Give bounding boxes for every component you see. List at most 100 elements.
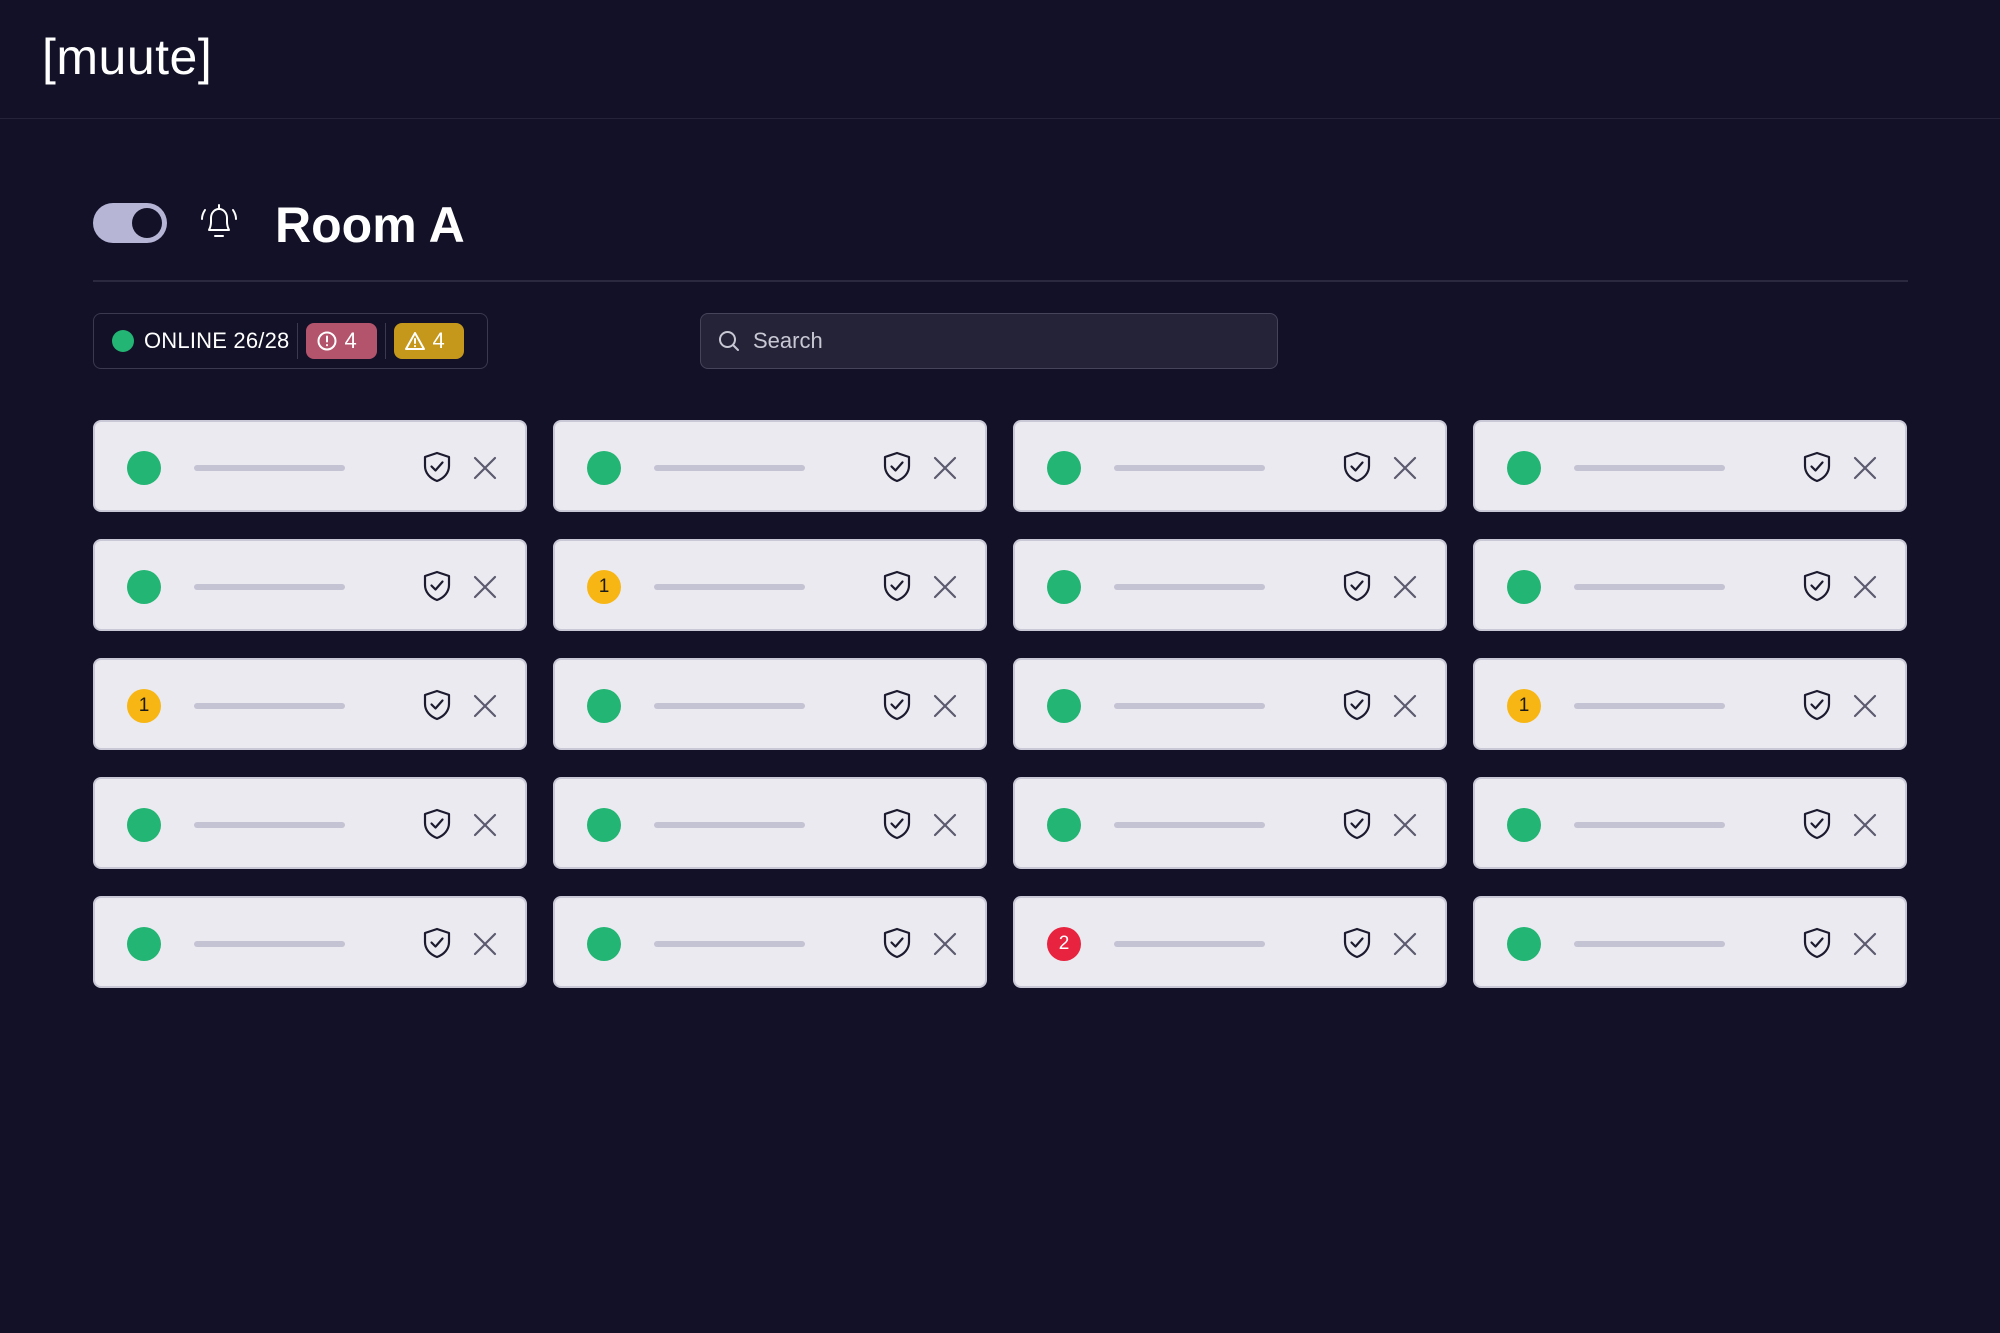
shield-check-icon[interactable] bbox=[1340, 688, 1374, 722]
error-badge[interactable]: 4 bbox=[306, 323, 378, 359]
device-card[interactable] bbox=[1473, 539, 1907, 631]
search-input[interactable] bbox=[751, 327, 1235, 355]
device-card[interactable] bbox=[93, 539, 527, 631]
device-name-placeholder bbox=[1114, 941, 1265, 947]
close-icon[interactable] bbox=[469, 928, 501, 960]
device-status-online bbox=[127, 927, 161, 961]
device-status-online bbox=[587, 451, 621, 485]
shield-check-icon[interactable] bbox=[1340, 926, 1374, 960]
shield-check-icon[interactable] bbox=[1340, 569, 1374, 603]
device-status-online bbox=[127, 451, 161, 485]
close-icon[interactable] bbox=[1849, 452, 1881, 484]
device-status-online bbox=[587, 689, 621, 723]
shield-check-icon[interactable] bbox=[420, 569, 454, 603]
shield-check-icon[interactable] bbox=[1800, 569, 1834, 603]
device-card[interactable] bbox=[1473, 420, 1907, 512]
close-icon[interactable] bbox=[1849, 690, 1881, 722]
device-card[interactable] bbox=[553, 658, 987, 750]
device-status-warning: 1 bbox=[1507, 689, 1541, 723]
shield-check-icon[interactable] bbox=[420, 807, 454, 841]
alert-circle-icon bbox=[317, 331, 337, 351]
device-card[interactable] bbox=[1013, 539, 1447, 631]
warning-count: 4 bbox=[432, 328, 445, 353]
device-status-online bbox=[127, 808, 161, 842]
close-icon[interactable] bbox=[1389, 809, 1421, 841]
close-icon[interactable] bbox=[1849, 809, 1881, 841]
shield-check-icon[interactable] bbox=[1800, 926, 1834, 960]
divider bbox=[297, 323, 299, 359]
shield-check-icon[interactable] bbox=[1800, 807, 1834, 841]
device-status-online bbox=[1507, 451, 1541, 485]
status-summary: ONLINE 26/28 4 4 bbox=[93, 313, 488, 369]
device-card[interactable] bbox=[553, 420, 987, 512]
device-status-error: 2 bbox=[1047, 927, 1081, 961]
device-status-online bbox=[587, 927, 621, 961]
app-logo[interactable]: [muute] bbox=[42, 29, 213, 85]
shield-check-icon[interactable] bbox=[1800, 688, 1834, 722]
close-icon[interactable] bbox=[929, 452, 961, 484]
shield-check-icon[interactable] bbox=[880, 450, 914, 484]
device-card[interactable] bbox=[1013, 777, 1447, 869]
device-card[interactable] bbox=[93, 777, 527, 869]
device-card[interactable]: 1 bbox=[1473, 658, 1907, 750]
close-icon[interactable] bbox=[1389, 690, 1421, 722]
close-icon[interactable] bbox=[929, 928, 961, 960]
shield-check-icon[interactable] bbox=[1340, 807, 1374, 841]
device-name-placeholder bbox=[1114, 822, 1265, 828]
close-icon[interactable] bbox=[929, 690, 961, 722]
close-icon[interactable] bbox=[469, 809, 501, 841]
close-icon[interactable] bbox=[469, 571, 501, 603]
device-card[interactable] bbox=[93, 896, 527, 988]
device-card[interactable] bbox=[93, 420, 527, 512]
shield-check-icon[interactable] bbox=[420, 926, 454, 960]
device-name-placeholder bbox=[194, 941, 345, 947]
close-icon[interactable] bbox=[1389, 928, 1421, 960]
shield-check-icon[interactable] bbox=[880, 688, 914, 722]
device-status-online bbox=[1507, 570, 1541, 604]
toggle-knob bbox=[132, 208, 162, 238]
device-card[interactable] bbox=[1013, 420, 1447, 512]
search-field[interactable] bbox=[700, 313, 1278, 369]
device-name-placeholder bbox=[194, 822, 345, 828]
error-count: 4 bbox=[344, 328, 357, 353]
device-name-placeholder bbox=[1574, 703, 1725, 709]
close-icon[interactable] bbox=[469, 690, 501, 722]
device-name-placeholder bbox=[1574, 465, 1725, 471]
room-title: Room A bbox=[275, 197, 465, 253]
shield-check-icon[interactable] bbox=[420, 450, 454, 484]
device-card[interactable]: 1 bbox=[553, 539, 987, 631]
shield-check-icon[interactable] bbox=[1340, 450, 1374, 484]
shield-check-icon[interactable] bbox=[880, 569, 914, 603]
shield-check-icon[interactable] bbox=[880, 807, 914, 841]
device-card[interactable] bbox=[553, 896, 987, 988]
close-icon[interactable] bbox=[1389, 452, 1421, 484]
close-icon[interactable] bbox=[1849, 928, 1881, 960]
device-name-placeholder bbox=[654, 584, 805, 590]
close-icon[interactable] bbox=[1389, 571, 1421, 603]
alarm-toggle[interactable] bbox=[93, 203, 167, 243]
device-name-placeholder bbox=[194, 703, 345, 709]
close-icon[interactable] bbox=[929, 571, 961, 603]
device-card[interactable]: 2 bbox=[1013, 896, 1447, 988]
device-card[interactable] bbox=[1473, 896, 1907, 988]
warning-badge[interactable]: 4 bbox=[394, 323, 465, 359]
shield-check-icon[interactable] bbox=[1800, 450, 1834, 484]
warning-triangle-icon bbox=[405, 332, 426, 350]
device-card[interactable]: 1 bbox=[93, 658, 527, 750]
device-status-online bbox=[127, 570, 161, 604]
close-icon[interactable] bbox=[469, 452, 501, 484]
shield-check-icon[interactable] bbox=[880, 926, 914, 960]
device-card[interactable] bbox=[553, 777, 987, 869]
bell-icon[interactable] bbox=[197, 200, 241, 244]
device-name-placeholder bbox=[194, 465, 345, 471]
shield-check-icon[interactable] bbox=[420, 688, 454, 722]
device-name-placeholder bbox=[654, 941, 805, 947]
online-status-dot bbox=[112, 330, 134, 352]
device-card[interactable] bbox=[1013, 658, 1447, 750]
divider bbox=[385, 323, 387, 359]
device-card[interactable] bbox=[1473, 777, 1907, 869]
online-count-label: ONLINE 26/28 bbox=[144, 328, 290, 353]
close-icon[interactable] bbox=[929, 809, 961, 841]
device-status-online bbox=[1047, 808, 1081, 842]
close-icon[interactable] bbox=[1849, 571, 1881, 603]
